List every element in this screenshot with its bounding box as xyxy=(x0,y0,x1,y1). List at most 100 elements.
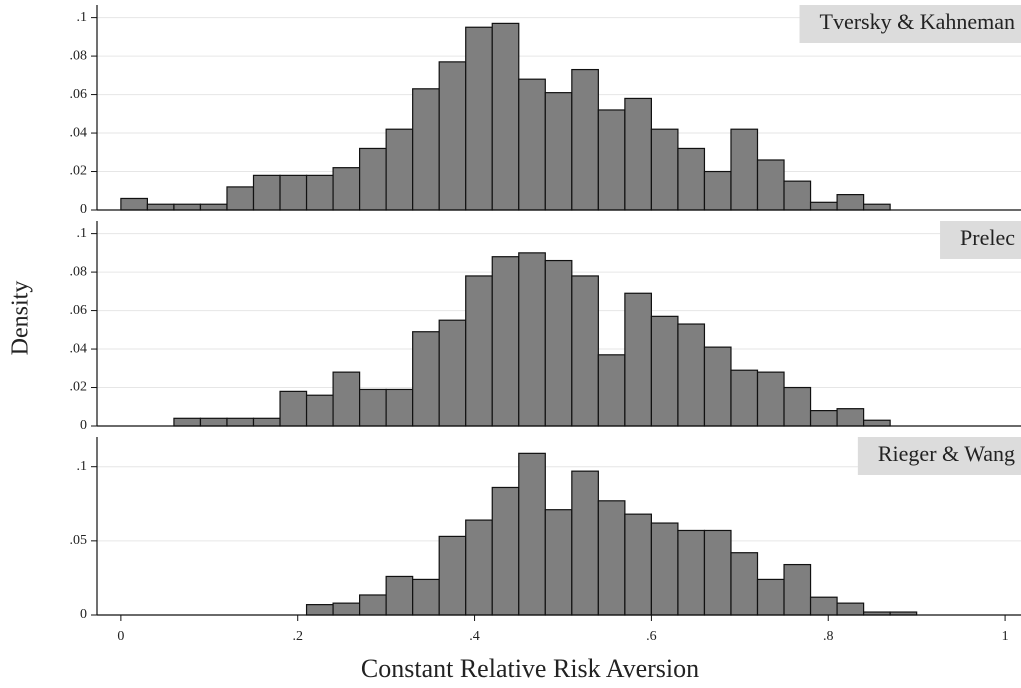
bar xyxy=(252,417,281,427)
y-tick-label: .04 xyxy=(70,341,88,356)
panel-label: Rieger & Wang xyxy=(878,441,1015,466)
bar xyxy=(783,563,812,616)
bar xyxy=(809,410,838,427)
bar xyxy=(226,417,255,427)
bar xyxy=(650,128,679,211)
bar xyxy=(412,578,440,616)
bar xyxy=(465,26,493,211)
bar xyxy=(544,509,573,616)
bar xyxy=(359,388,387,427)
bar xyxy=(571,68,599,211)
x-tick-label: 1 xyxy=(1002,629,1009,644)
bar xyxy=(465,519,493,616)
y-tick-label: .08 xyxy=(70,48,88,63)
bar xyxy=(412,88,440,211)
bar xyxy=(412,331,440,427)
y-tick-label: .02 xyxy=(70,380,88,395)
bar xyxy=(438,319,467,427)
bar xyxy=(199,417,228,427)
bar xyxy=(332,371,361,427)
bar xyxy=(332,602,361,616)
bar xyxy=(677,323,706,427)
bar xyxy=(730,369,759,427)
bar xyxy=(571,275,599,427)
bar xyxy=(730,552,759,616)
bar xyxy=(677,147,706,211)
bar xyxy=(703,529,732,616)
bar xyxy=(809,596,838,616)
bar xyxy=(173,203,202,211)
bar xyxy=(518,252,546,427)
bar xyxy=(597,354,626,427)
bar xyxy=(252,174,281,211)
bar xyxy=(544,92,573,211)
bar xyxy=(385,128,414,211)
bar xyxy=(491,256,520,427)
bar xyxy=(836,602,865,616)
bar xyxy=(544,259,573,427)
y-axis-label: Density xyxy=(8,281,34,356)
y-tick-label: .1 xyxy=(77,459,88,474)
bar xyxy=(730,128,759,211)
bar xyxy=(332,167,361,211)
y-tick-label: .02 xyxy=(70,164,88,179)
bar xyxy=(783,180,812,211)
bar xyxy=(756,371,785,427)
y-tick-label: .06 xyxy=(70,87,88,102)
x-axis-label: Constant Relative Risk Aversion xyxy=(361,654,699,683)
x-tick-label: .2 xyxy=(292,629,303,644)
bar xyxy=(518,452,546,616)
x-tick-label: .6 xyxy=(646,629,657,644)
bar xyxy=(199,203,228,211)
panel-label: Tversky & Kahneman xyxy=(820,9,1016,34)
bar xyxy=(703,346,732,427)
panel-label-box xyxy=(940,221,1021,259)
y-tick-label: 0 xyxy=(80,418,87,433)
bar xyxy=(120,197,149,211)
bar xyxy=(597,109,626,211)
y-tick-label: .04 xyxy=(70,125,88,140)
bar xyxy=(809,201,838,211)
bar xyxy=(863,419,891,427)
bar xyxy=(491,22,520,211)
bar xyxy=(624,292,652,427)
bar xyxy=(173,417,202,427)
bar xyxy=(703,170,732,211)
y-tick-label: .08 xyxy=(70,264,88,279)
y-tick-label: .1 xyxy=(77,10,88,25)
bar xyxy=(571,470,599,616)
bar xyxy=(624,513,652,616)
bar xyxy=(279,390,308,427)
bar xyxy=(305,174,334,211)
bar xyxy=(465,275,493,427)
bar xyxy=(624,97,652,211)
bar xyxy=(305,604,334,616)
bar xyxy=(146,203,175,211)
bar xyxy=(836,408,865,427)
x-tick-label: .8 xyxy=(823,629,834,644)
y-tick-label: .1 xyxy=(77,226,88,241)
bar xyxy=(359,594,387,616)
y-tick-label: 0 xyxy=(80,202,87,217)
bar xyxy=(863,203,891,211)
y-tick-label: .05 xyxy=(70,533,88,548)
bar xyxy=(756,578,785,616)
bar xyxy=(385,388,414,427)
bar xyxy=(756,159,785,211)
bar xyxy=(305,394,334,427)
y-tick-label: .06 xyxy=(70,303,88,318)
bar xyxy=(518,78,546,211)
bar xyxy=(438,61,467,211)
panel-label-box xyxy=(857,437,1021,475)
bar xyxy=(385,575,414,616)
panel-label-box xyxy=(799,5,1021,43)
bar xyxy=(279,174,308,211)
bar xyxy=(650,522,679,616)
y-tick-label: 0 xyxy=(80,607,87,622)
bar xyxy=(359,147,387,211)
bar xyxy=(438,535,467,616)
panel-label: Prelec xyxy=(960,225,1015,250)
bar xyxy=(597,500,626,616)
bar xyxy=(836,194,865,211)
